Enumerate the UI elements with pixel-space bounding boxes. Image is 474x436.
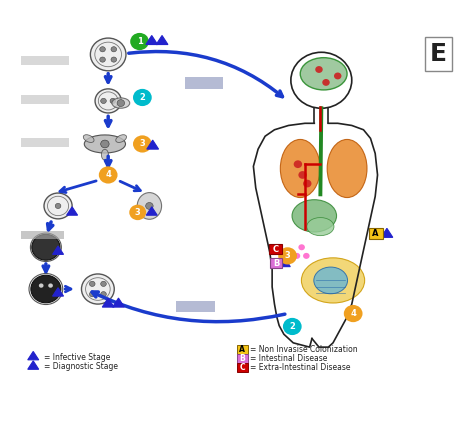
FancyBboxPatch shape: [176, 301, 215, 312]
Circle shape: [31, 275, 61, 303]
FancyBboxPatch shape: [237, 354, 248, 363]
Circle shape: [110, 99, 116, 103]
Polygon shape: [102, 298, 114, 307]
FancyBboxPatch shape: [269, 244, 282, 254]
Circle shape: [55, 203, 61, 208]
Circle shape: [100, 47, 105, 52]
Polygon shape: [28, 361, 39, 369]
FancyBboxPatch shape: [270, 258, 283, 268]
Circle shape: [100, 281, 106, 286]
Circle shape: [90, 292, 95, 297]
Circle shape: [344, 305, 363, 322]
Ellipse shape: [137, 193, 162, 219]
Polygon shape: [146, 207, 157, 215]
Ellipse shape: [301, 258, 365, 303]
Polygon shape: [381, 228, 393, 237]
Text: = Diagnostic Stage: = Diagnostic Stage: [44, 362, 118, 371]
Text: = Non Invasise Colonization: = Non Invasise Colonization: [250, 345, 358, 354]
Circle shape: [322, 79, 330, 86]
Polygon shape: [28, 351, 39, 360]
Text: B: B: [239, 354, 245, 363]
FancyBboxPatch shape: [21, 95, 69, 103]
FancyBboxPatch shape: [184, 77, 223, 89]
Ellipse shape: [83, 135, 94, 143]
Circle shape: [99, 167, 118, 184]
Text: E: E: [430, 42, 447, 66]
Text: 4: 4: [105, 170, 111, 180]
FancyBboxPatch shape: [237, 363, 248, 371]
Text: C: C: [239, 363, 245, 372]
Circle shape: [117, 100, 125, 106]
Text: A: A: [373, 229, 379, 238]
Circle shape: [44, 193, 72, 219]
Circle shape: [294, 253, 300, 259]
Circle shape: [111, 47, 117, 52]
FancyBboxPatch shape: [21, 56, 69, 65]
Text: 3: 3: [285, 252, 291, 260]
Polygon shape: [156, 35, 168, 44]
Text: A: A: [239, 345, 245, 354]
Circle shape: [146, 202, 153, 209]
Circle shape: [334, 72, 341, 79]
Ellipse shape: [300, 58, 347, 90]
Text: C: C: [273, 245, 278, 254]
Circle shape: [90, 281, 95, 286]
Circle shape: [100, 140, 109, 148]
Circle shape: [283, 318, 301, 335]
Text: 2: 2: [289, 322, 295, 331]
Circle shape: [100, 99, 106, 103]
Ellipse shape: [84, 135, 126, 153]
Ellipse shape: [307, 218, 334, 235]
Polygon shape: [146, 35, 158, 44]
FancyBboxPatch shape: [369, 228, 383, 239]
Polygon shape: [53, 288, 64, 296]
Ellipse shape: [280, 140, 320, 198]
Circle shape: [111, 57, 117, 62]
Circle shape: [278, 247, 297, 265]
Ellipse shape: [112, 98, 130, 108]
Circle shape: [133, 89, 152, 106]
Circle shape: [130, 33, 149, 50]
FancyBboxPatch shape: [21, 138, 69, 146]
Polygon shape: [113, 298, 124, 307]
Text: 4: 4: [350, 309, 356, 319]
Text: 1: 1: [137, 37, 143, 46]
Polygon shape: [147, 140, 159, 149]
Circle shape: [32, 235, 60, 260]
Ellipse shape: [327, 140, 367, 198]
Circle shape: [133, 135, 152, 153]
Circle shape: [39, 283, 44, 288]
Circle shape: [91, 38, 126, 71]
Circle shape: [129, 204, 146, 220]
Text: B: B: [273, 259, 280, 268]
Circle shape: [48, 283, 53, 288]
FancyBboxPatch shape: [21, 232, 64, 239]
Text: 4: 4: [350, 309, 356, 318]
Circle shape: [298, 171, 307, 179]
Circle shape: [100, 292, 106, 297]
Circle shape: [315, 66, 323, 73]
Circle shape: [303, 180, 311, 187]
Circle shape: [82, 274, 114, 304]
Text: 2: 2: [139, 93, 146, 102]
Circle shape: [298, 244, 305, 250]
Ellipse shape: [116, 135, 127, 143]
Ellipse shape: [101, 150, 109, 160]
Ellipse shape: [292, 200, 337, 232]
Circle shape: [294, 160, 302, 168]
Text: = Extra-Intestinal Disease: = Extra-Intestinal Disease: [250, 363, 351, 372]
Polygon shape: [67, 207, 78, 215]
Text: 3: 3: [139, 140, 145, 149]
Circle shape: [100, 57, 105, 62]
Text: = Intestinal Disease: = Intestinal Disease: [250, 354, 328, 363]
FancyBboxPatch shape: [237, 345, 248, 354]
Ellipse shape: [314, 267, 347, 294]
Polygon shape: [53, 246, 64, 254]
Circle shape: [95, 89, 121, 113]
Text: 3: 3: [135, 208, 141, 217]
Circle shape: [303, 253, 310, 259]
Text: = Infective Stage: = Infective Stage: [44, 353, 110, 361]
Polygon shape: [280, 259, 290, 267]
